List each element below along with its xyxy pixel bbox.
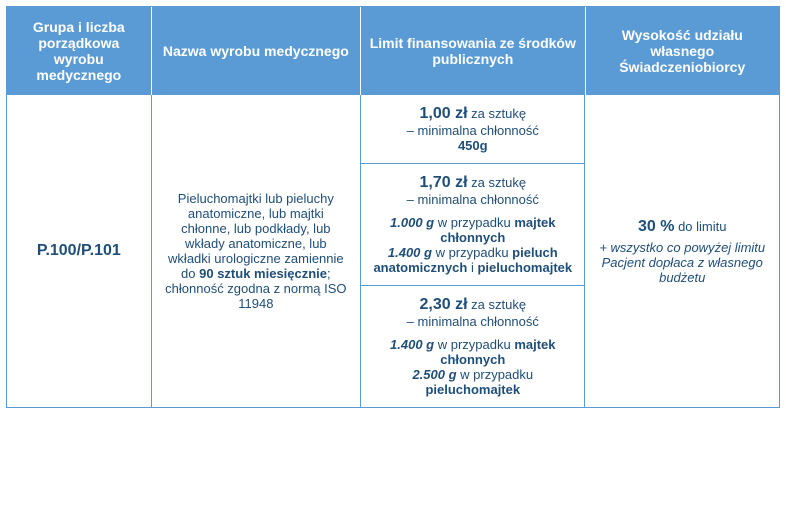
tier1-price-suffix: za sztukę: [468, 106, 527, 121]
limit-cell-stack: 1,00 zł za sztukę – minimalna chłonność …: [361, 95, 585, 407]
tier2-w1: 1.000 g: [390, 215, 434, 230]
tier3-p1: w przypadku: [434, 337, 514, 352]
table-body-row: P.100/P.101 Pieluchomajtki lub pieluchy …: [7, 95, 779, 407]
limit-tier-2: 1,70 zł za sztukę – minimalna chłonność …: [361, 164, 584, 286]
tier1-price: 1,00 zł: [420, 105, 468, 122]
product-description: Pieluchomajtki lub pieluchy anatomiczne,…: [164, 191, 348, 311]
header-product-name: Nazwa wyrobu medycznego: [152, 7, 361, 95]
tier1-weight: 450g: [369, 138, 576, 153]
tier1-line2: – minimalna chłonność: [369, 123, 576, 138]
tier3-w1: 1.400 g: [390, 337, 434, 352]
tier3-p2: w przypadku: [457, 367, 534, 382]
share-pct: 30 %: [638, 218, 674, 235]
tier2-p1: w przypadku: [434, 215, 514, 230]
tier3-b2: pieluchomajtek: [425, 382, 520, 397]
tier2-w2: 1.400 g: [388, 245, 432, 260]
tier3-price: 2,30 zł: [420, 296, 468, 313]
share-cell: 30 % do limitu + wszystko co powyżej lim…: [585, 95, 779, 407]
group-code: P.100/P.101: [37, 242, 121, 260]
tier2-b2b: i: [467, 260, 477, 275]
table-header-row: Grupa i liczba porządkowa wyrobu medyczn…: [7, 7, 779, 95]
tier3-w2: 2.500 g: [412, 367, 456, 382]
tier2-price: 1,70 zł: [420, 174, 468, 191]
tier3-line2: – minimalna chłonność: [369, 314, 576, 329]
share-note: + wszystko co powyżej limitu Pacjent dop…: [597, 240, 767, 285]
tier3-price-suffix: za sztukę: [468, 297, 527, 312]
limit-tier-1: 1,00 zł za sztukę – minimalna chłonność …: [361, 95, 584, 164]
tier2-b2c: pieluchomajtek: [477, 260, 572, 275]
tier2-price-suffix: za sztukę: [468, 175, 527, 190]
pricing-table: Grupa i liczba porządkowa wyrobu medyczn…: [6, 6, 780, 408]
header-limit: Limit finansowania ze środków publicznyc…: [361, 7, 585, 95]
limit-tier-3: 2,30 zł za sztukę – minimalna chłonność …: [361, 286, 584, 407]
product-description-cell: Pieluchomajtki lub pieluchy anatomiczne,…: [152, 95, 361, 407]
group-code-cell: P.100/P.101: [7, 95, 152, 407]
desc-bold: 90 sztuk miesięcznie: [199, 266, 327, 281]
share-pct-suffix: do limitu: [674, 219, 726, 234]
tier2-line2: – minimalna chłonność: [369, 192, 576, 207]
header-share: Wysokość udziału własnego Świadczeniobio…: [586, 7, 780, 95]
tier2-p2: w przypadku: [432, 245, 512, 260]
header-group: Grupa i liczba porządkowa wyrobu medyczn…: [7, 7, 152, 95]
